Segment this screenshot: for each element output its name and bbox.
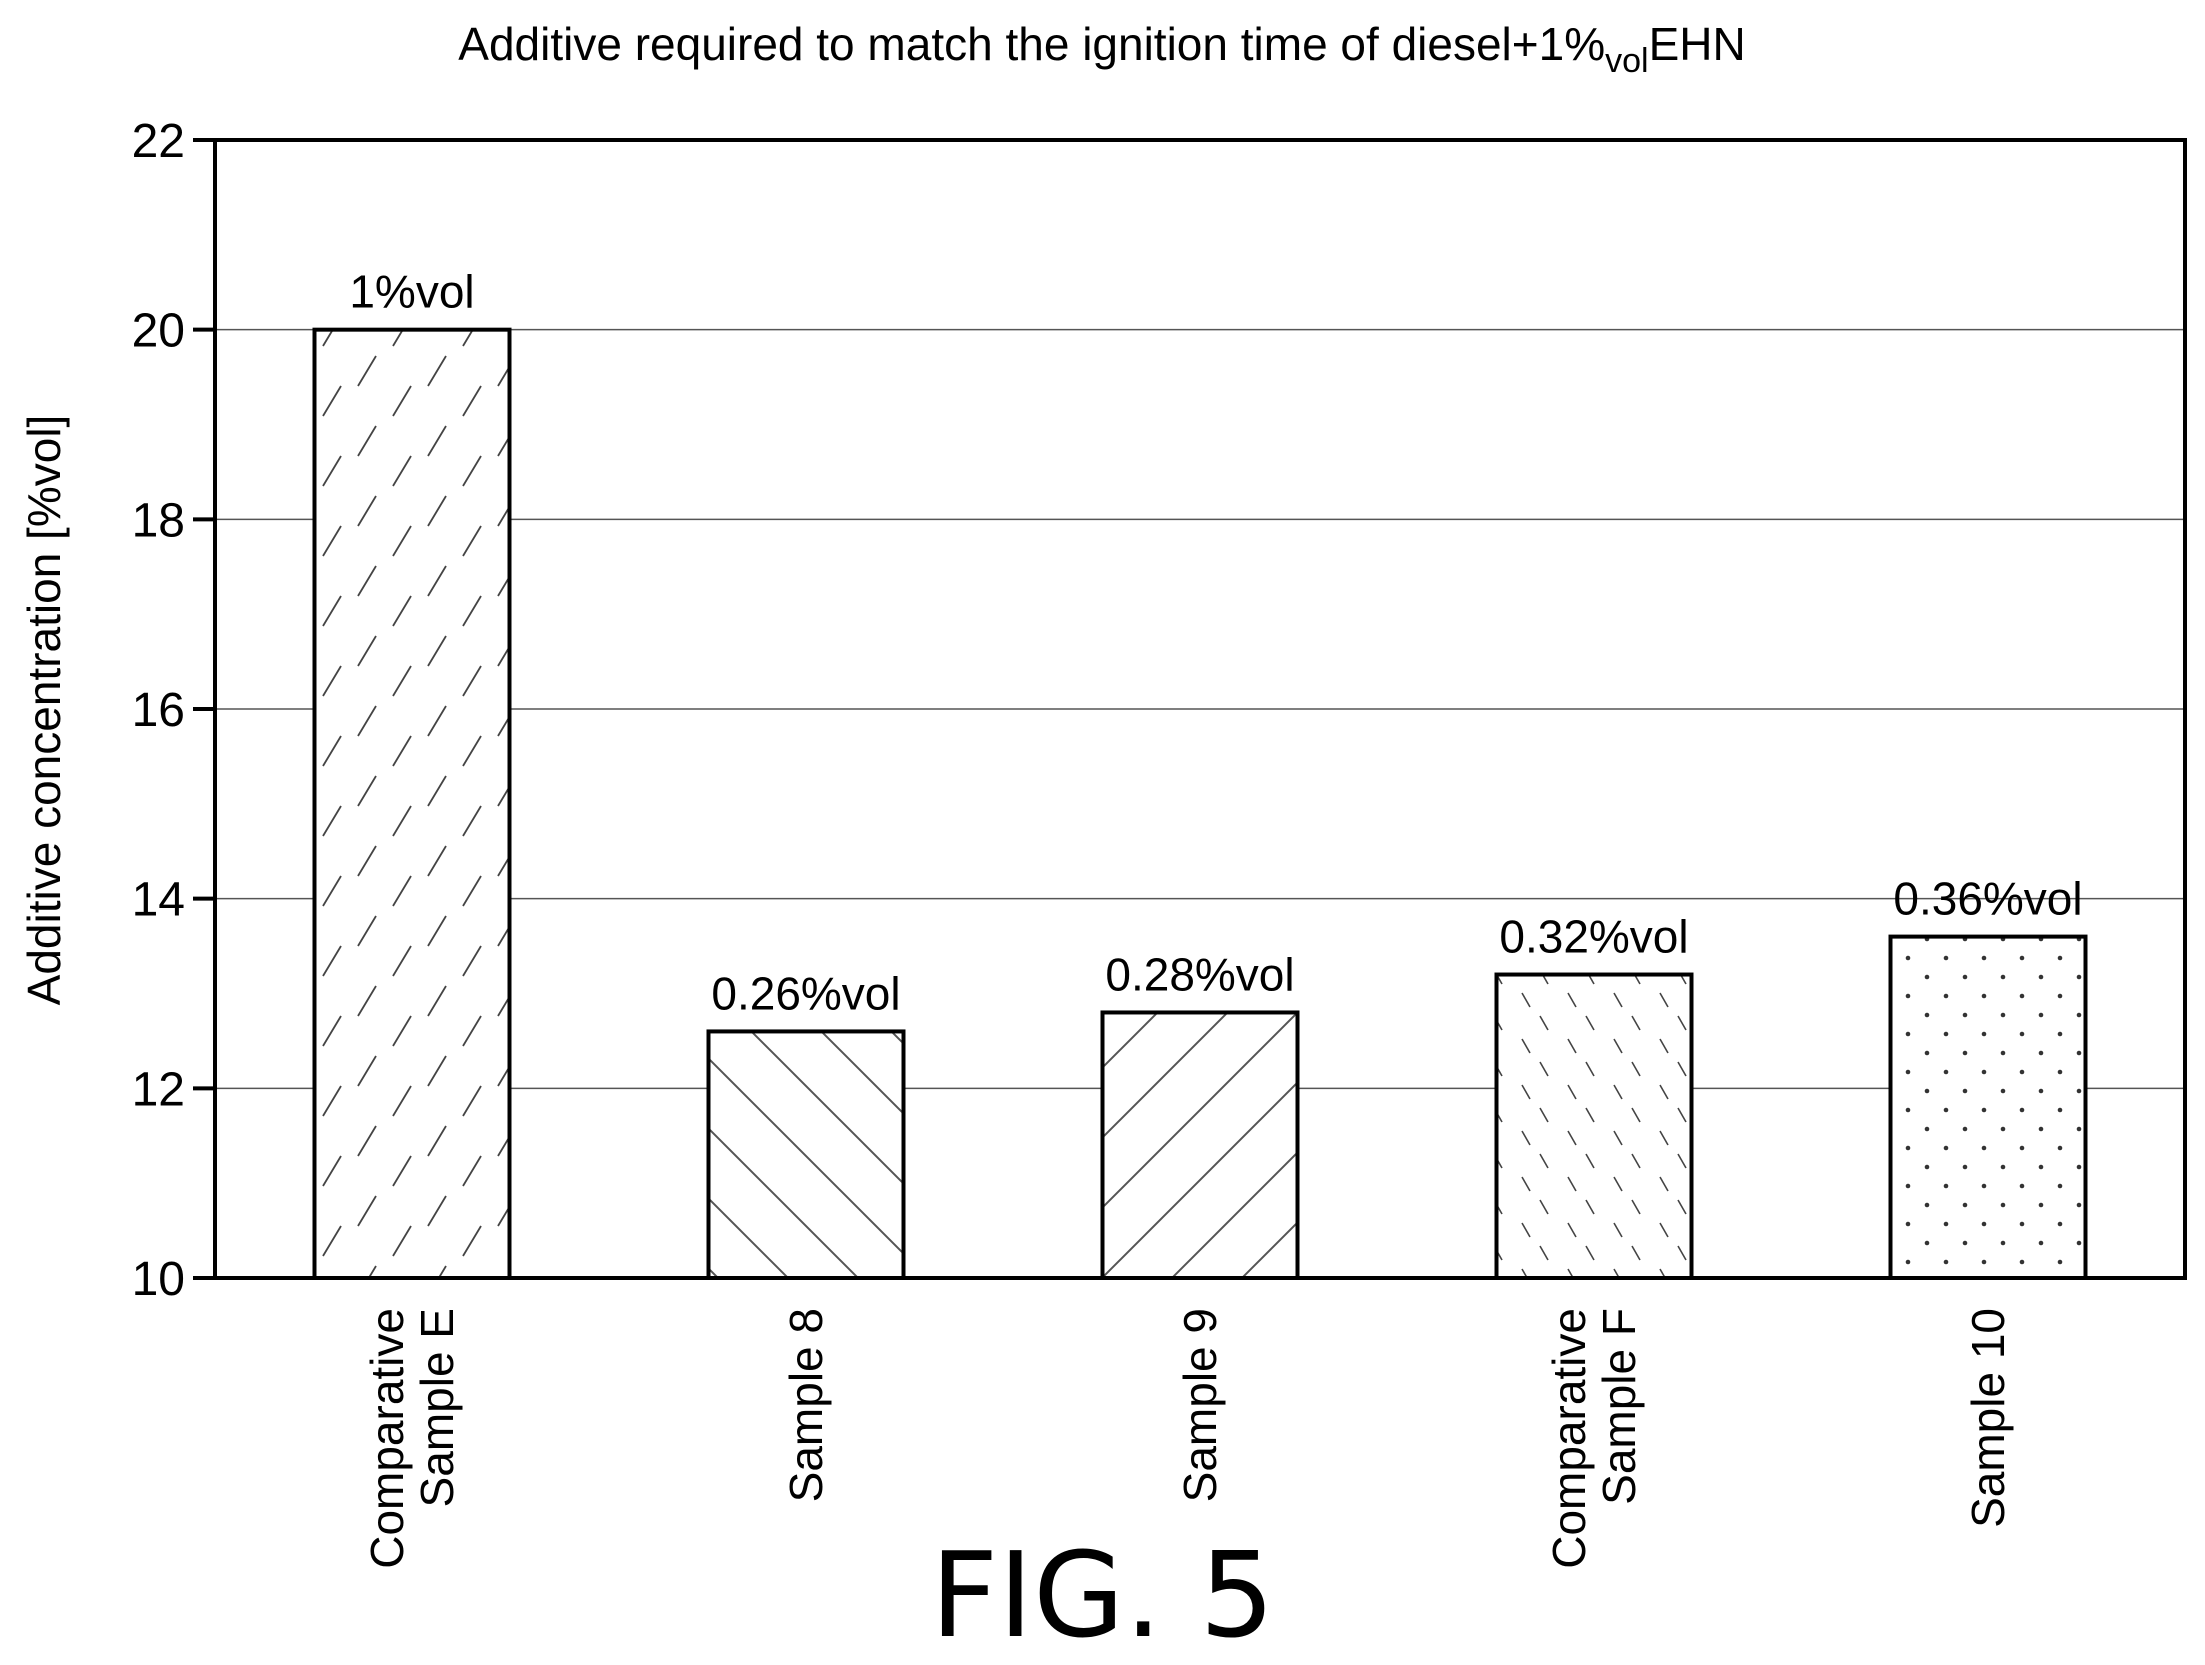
bars (312, 327, 2088, 1281)
y-tick-label: 12 (132, 1063, 185, 1116)
x-category-label-line: Sample 8 (780, 1308, 832, 1502)
y-tick-label: 20 (132, 305, 185, 358)
figure-label: FIG. 5 (930, 1526, 1275, 1664)
data-label: 0.32%vol (1499, 911, 1688, 963)
x-category-label-line: Sample 9 (1174, 1308, 1226, 1502)
bar (706, 1029, 906, 1281)
x-category-label: Sample 10 (1962, 1308, 2014, 1528)
y-tick-label: 14 (132, 874, 185, 927)
data-label: 0.26%vol (711, 967, 900, 1019)
bar (1888, 934, 2088, 1280)
y-axis-label: Additive concentration [%vol] (18, 415, 70, 1006)
x-category-label-line: Sample F (1593, 1308, 1645, 1505)
data-labels: 1%vol 0.26%vol 0.28%vol 0.32%vol 0.36%vol (349, 266, 2082, 1020)
x-category-label-line: Comparative (361, 1308, 413, 1569)
data-label: 1%vol (349, 266, 474, 318)
bar (1100, 1010, 1300, 1280)
x-category-label-line: Comparative (1543, 1308, 1595, 1569)
y-tick-label: 22 (132, 115, 185, 168)
bar (312, 327, 512, 1280)
y-tick-label: 10 (132, 1253, 185, 1306)
x-category-label-line: Sample E (411, 1308, 463, 1507)
chart-title-main: Additive required to match the ignition … (458, 18, 1605, 70)
x-category-label-line: Sample 10 (1962, 1308, 2014, 1528)
x-category-label: Sample 8 (780, 1308, 832, 1502)
y-axis: 10 12 14 16 18 20 22 (132, 115, 215, 1306)
bar (1494, 972, 1694, 1280)
x-category-label: Sample 9 (1174, 1308, 1226, 1502)
chart-title: Additive required to match the ignition … (458, 18, 1745, 80)
y-tick-label: 18 (132, 494, 185, 547)
y-tick-label: 16 (132, 684, 185, 737)
data-label: 0.28%vol (1105, 948, 1294, 1000)
chart-title-subscript: vol (1605, 42, 1648, 80)
data-label: 0.36%vol (1893, 873, 2082, 925)
grid-lines (215, 328, 2185, 1090)
chart-title-end: EHN (1649, 18, 1746, 70)
